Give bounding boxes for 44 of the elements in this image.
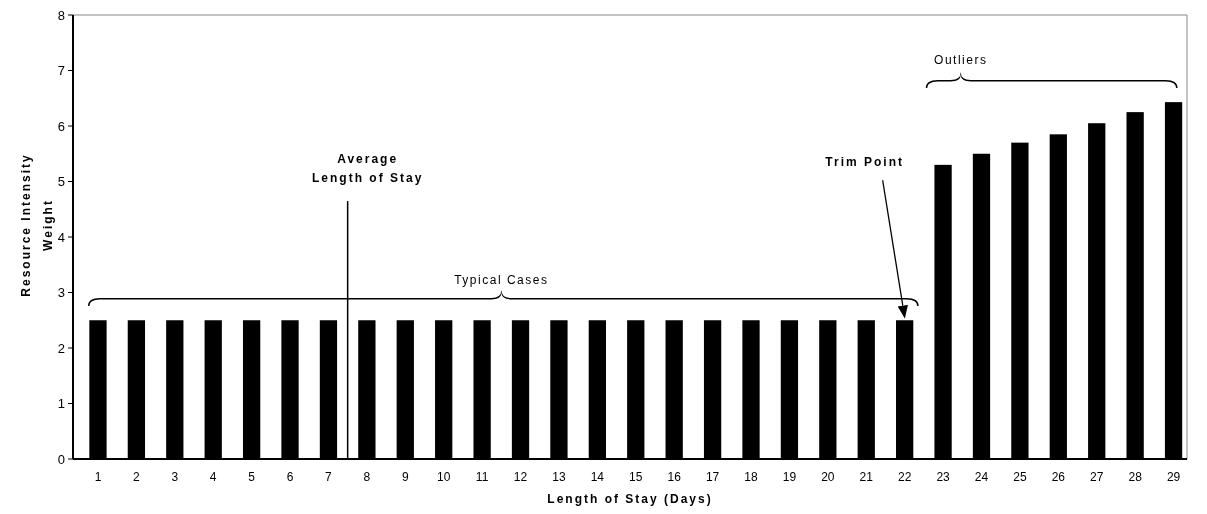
x-tick-label: 22 — [897, 470, 912, 484]
x-tick-label: 7 — [325, 470, 333, 484]
x-tick-label: 13 — [552, 470, 566, 484]
x-tick-label: 10 — [437, 470, 451, 484]
x-tick-label: 2 — [133, 470, 141, 484]
y-tick-label: 4 — [57, 229, 65, 245]
x-tick-label: 17 — [705, 470, 720, 484]
y-tick-label: 0 — [57, 451, 65, 467]
x-tick-label: 12 — [513, 470, 528, 484]
x-tick-label: 11 — [475, 470, 489, 484]
x-tick-label: 4 — [209, 470, 217, 484]
x-tick-label: 5 — [248, 470, 256, 484]
x-tick-label: 14 — [590, 470, 605, 484]
x-tick-label: 28 — [1128, 470, 1143, 484]
x-tick-label: 18 — [744, 470, 758, 484]
y-tick-label: 7 — [57, 63, 65, 79]
x-tick-label: 26 — [1051, 470, 1066, 484]
x-tick-label: 21 — [859, 470, 874, 484]
x-tick-label: 25 — [1013, 470, 1027, 484]
y-axis-title: Resource Intensity Weight — [19, 153, 55, 297]
x-axis-title: Length of Stay (Days) — [547, 492, 713, 506]
y-tick-label: 2 — [57, 340, 65, 356]
y-tick-label: 5 — [57, 174, 65, 190]
x-tick-label: 15 — [629, 470, 643, 484]
y-tick-label: 1 — [57, 396, 65, 412]
x-tick-label: 29 — [1166, 470, 1181, 484]
x-tick-label: 6 — [286, 470, 294, 484]
x-tick-label: 3 — [171, 470, 179, 484]
x-tick-label: 16 — [667, 470, 682, 484]
y-tick-label: 8 — [57, 7, 65, 23]
annotation: Trim Point — [825, 155, 904, 170]
annotation: Outliers — [934, 53, 988, 67]
x-tick-label: 27 — [1090, 470, 1104, 484]
x-tick-label: 8 — [363, 470, 371, 484]
ref-line-label: Average Length of Stay — [311, 151, 424, 186]
x-tick-label: 23 — [936, 470, 951, 484]
x-tick-label: 20 — [821, 470, 835, 484]
y-tick-label: 3 — [57, 285, 65, 301]
y-tick-label: 6 — [57, 118, 65, 134]
annotation: Typical Cases — [454, 273, 549, 287]
x-tick-label: 19 — [782, 470, 797, 484]
x-tick-label: 1 — [94, 470, 102, 484]
x-tick-label: 24 — [974, 470, 989, 484]
x-tick-label: 9 — [401, 470, 409, 484]
